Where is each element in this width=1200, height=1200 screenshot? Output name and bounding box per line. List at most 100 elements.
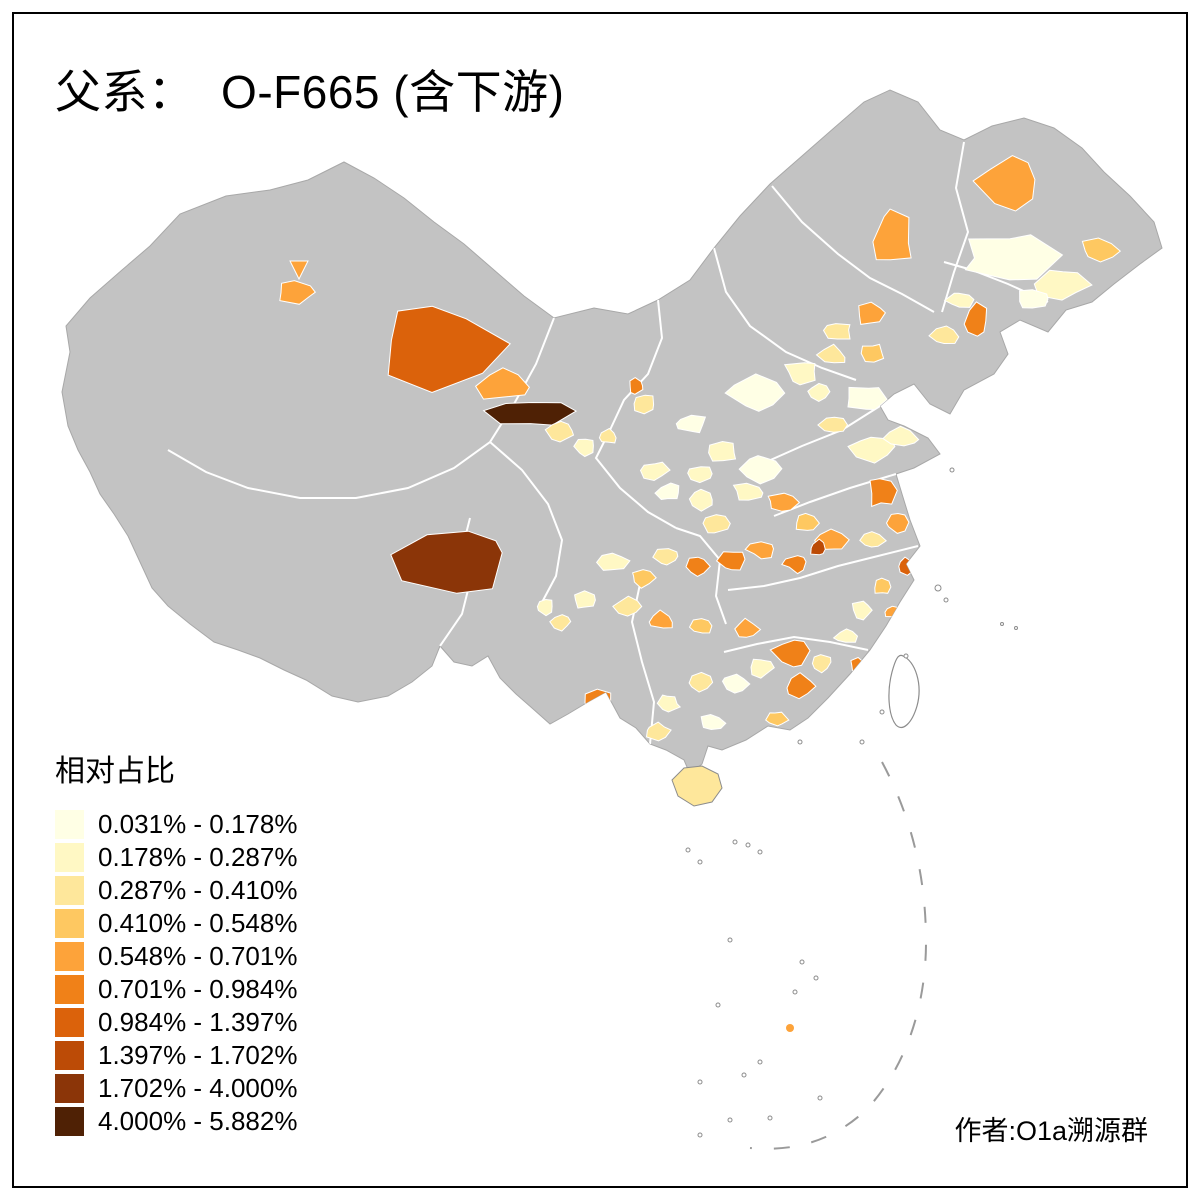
legend-item: 0.287% - 0.410% — [55, 874, 297, 907]
legend-swatch — [55, 975, 84, 1004]
map-region — [858, 301, 887, 325]
choropleth-regions — [279, 155, 1122, 742]
map-region — [734, 617, 762, 638]
legend-swatch — [55, 909, 84, 938]
map-region — [872, 208, 912, 261]
map-region — [675, 414, 707, 434]
map-region — [584, 688, 612, 713]
legend-label: 0.548% - 0.701% — [98, 941, 298, 971]
legend-swatch — [55, 1107, 84, 1136]
map-region — [549, 614, 572, 632]
map-region — [744, 541, 775, 560]
legend: 相对占比 0.031% - 0.178% 0.178% - 0.287% 0.287… — [55, 746, 297, 1138]
map-region — [390, 530, 503, 594]
map-region — [963, 301, 988, 337]
map-region — [639, 461, 671, 482]
legend-swatch — [55, 1074, 84, 1103]
map-region — [656, 694, 682, 713]
map-region — [544, 420, 575, 443]
legend-item: 1.397% - 1.702% — [55, 1039, 297, 1072]
legend-item: 4.000% - 5.882% — [55, 1105, 297, 1138]
legend-label: 1.397% - 1.702% — [98, 1040, 298, 1070]
map-region — [536, 598, 553, 617]
map-region — [851, 600, 873, 621]
map-region — [860, 343, 885, 363]
map-region — [688, 671, 714, 693]
map-region — [1019, 289, 1049, 309]
hainan-island — [671, 765, 723, 807]
map-region — [289, 260, 309, 281]
map-region — [652, 548, 679, 566]
attribution: 作者:O1a溯源群 — [954, 1116, 1148, 1146]
page-title: 父系： O-F665 (含下游) — [55, 66, 565, 118]
legend-item: 0.410% - 0.548% — [55, 907, 297, 940]
map-region — [598, 427, 617, 444]
map-region — [783, 362, 816, 386]
map-region — [765, 711, 790, 727]
map-region — [847, 386, 888, 411]
map-region — [633, 394, 655, 415]
map-region — [474, 367, 531, 400]
map-region — [482, 401, 578, 426]
map-region — [781, 555, 807, 575]
map-region — [279, 280, 317, 305]
map-region — [885, 512, 910, 534]
coastal-islets — [797, 467, 1018, 745]
legend-item: 0.031% - 0.178% — [55, 808, 297, 841]
map-region — [817, 416, 849, 433]
map-region — [1033, 269, 1093, 301]
legend-swatch — [55, 810, 84, 839]
map-region — [688, 488, 713, 512]
south-china-sea — [685, 761, 928, 1150]
map-region — [815, 343, 846, 364]
map-region — [786, 672, 817, 700]
map-region — [750, 658, 775, 679]
legend-label: 0.410% - 0.548% — [98, 908, 298, 938]
map-region — [387, 305, 511, 394]
map-region — [629, 377, 644, 395]
legend-label: 0.031% - 0.178% — [98, 809, 298, 839]
legend-label: 1.702% - 4.000% — [98, 1073, 298, 1103]
map-region — [721, 673, 751, 694]
legend-swatch — [55, 843, 84, 872]
map-region — [822, 323, 851, 340]
map-region — [574, 590, 596, 609]
sea-islets — [685, 839, 823, 1138]
map-region — [964, 234, 1064, 281]
map-region — [595, 552, 631, 571]
legend-label: 0.984% - 1.397% — [98, 1007, 298, 1037]
legend-label: 0.287% - 0.410% — [98, 875, 298, 905]
map-region — [807, 382, 831, 402]
legend-item: 0.701% - 0.984% — [55, 973, 297, 1006]
map-region — [700, 713, 727, 731]
map-region — [708, 440, 737, 462]
legend-swatch — [55, 942, 84, 971]
map-region — [769, 639, 811, 668]
map-region — [687, 466, 713, 484]
map-region — [732, 482, 764, 501]
map-region — [869, 478, 898, 508]
map-region — [724, 373, 786, 412]
map-region — [1081, 237, 1122, 263]
taiwan-island — [888, 654, 920, 728]
legend-item: 0.548% - 0.701% — [55, 940, 297, 973]
map-region — [688, 618, 713, 634]
nine-dash-line — [749, 761, 928, 1150]
map-region — [612, 595, 643, 617]
legend-item: 1.702% - 4.000% — [55, 1072, 297, 1105]
map-region — [943, 292, 975, 308]
legend-label: 0.178% - 0.287% — [98, 842, 298, 872]
legend-swatch — [55, 1041, 84, 1070]
map-region — [832, 628, 859, 643]
map-region — [928, 325, 960, 345]
legend-item: 0.984% - 1.397% — [55, 1006, 297, 1039]
colored-islet — [786, 1024, 794, 1032]
legend-title: 相对占比 — [55, 755, 175, 788]
map-region — [882, 425, 920, 447]
map-region — [874, 577, 892, 594]
legend-items: 0.031% - 0.178% 0.178% - 0.287% 0.287% - 0… — [55, 808, 297, 1138]
map-region — [859, 531, 888, 548]
map-region — [631, 569, 657, 589]
map-region — [565, 724, 585, 742]
